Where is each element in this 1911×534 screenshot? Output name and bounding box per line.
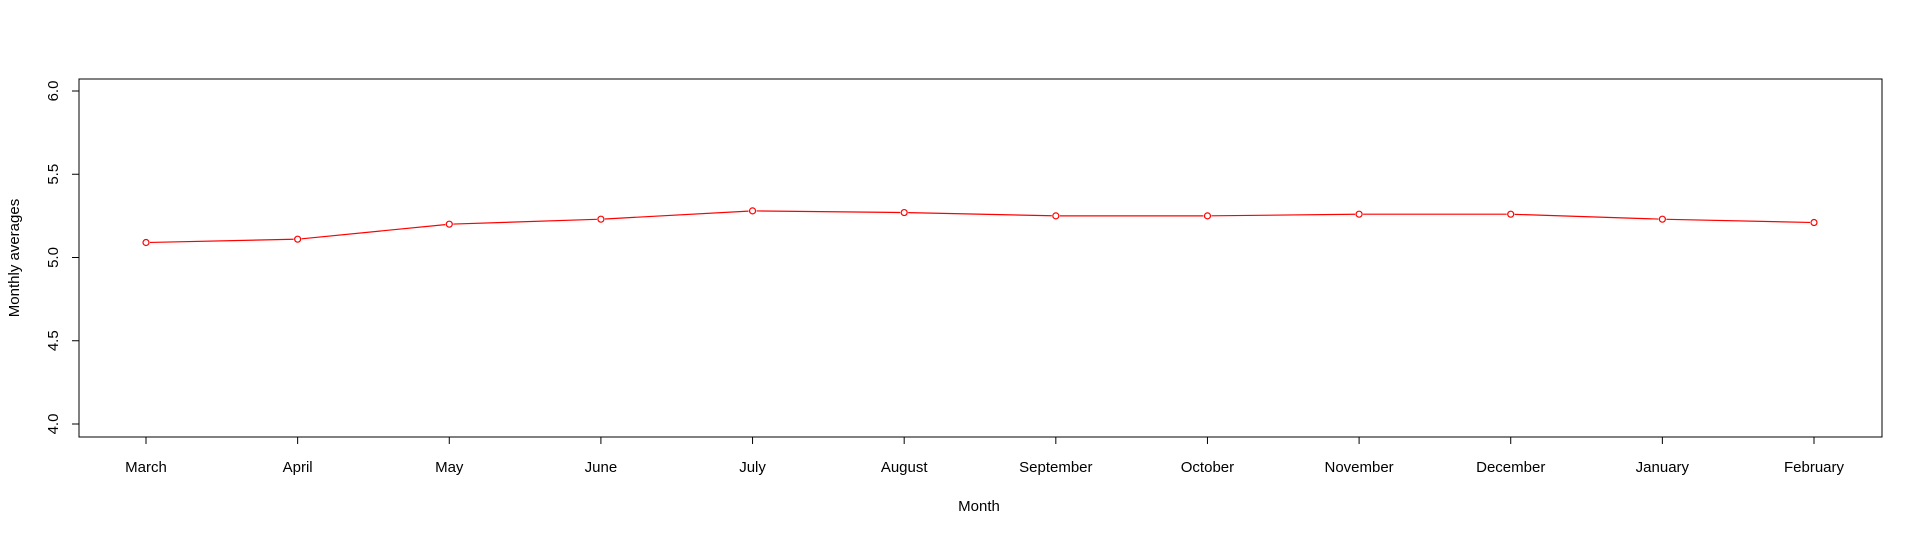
y-tick-label: 5.0 [45, 247, 62, 268]
data-point [1658, 215, 1666, 223]
x-tick-label: June [585, 459, 618, 476]
x-tick-label: February [1784, 459, 1845, 476]
y-tick-label: 5.5 [45, 164, 62, 185]
data-point [142, 238, 150, 247]
x-tick-label: October [1181, 459, 1234, 476]
x-tick-label: March [125, 459, 167, 476]
data-point [1203, 212, 1212, 220]
x-axis-title: Month [958, 498, 1000, 515]
x-tick-label: April [283, 459, 313, 476]
series-line-segment [453, 218, 597, 225]
y-tick-label: 6.0 [45, 81, 62, 102]
y-axis-ticks: 4.0 4.5 5.0 5.5 6.0 [45, 81, 79, 435]
data-point [748, 207, 757, 215]
series-line-segment [1211, 213, 1356, 217]
x-tick-label: January [1636, 459, 1690, 476]
data-point [1052, 212, 1060, 220]
x-tick-label: September [1019, 459, 1092, 476]
series-line-segment [1666, 218, 1811, 224]
x-tick-label: November [1324, 459, 1393, 476]
plot-area-box [78, 78, 1883, 438]
data-point [597, 215, 605, 223]
data-point [900, 208, 908, 217]
series-layer [142, 207, 1818, 247]
y-tick-label: 4.0 [45, 414, 62, 435]
series-line-segment [756, 210, 901, 214]
y-axis-title: Monthly averages [6, 199, 23, 317]
data-point [445, 220, 453, 228]
data-point [1355, 210, 1363, 218]
y-tick-label: 4.5 [45, 330, 62, 351]
x-tick-label: May [435, 459, 464, 476]
x-tick-label: July [739, 459, 766, 476]
x-tick-label: December [1476, 459, 1545, 476]
x-axis-ticks: March April May June July August September Octo… [125, 437, 1845, 476]
data-point [1810, 218, 1818, 227]
data-point [294, 235, 302, 243]
series-line-segment [1514, 213, 1659, 220]
data-point [1507, 210, 1515, 218]
x-tick-label: August [881, 459, 929, 476]
series-line-segment [149, 238, 294, 244]
series-line-segment [908, 212, 1052, 217]
series-line-segment [301, 223, 446, 240]
series-line-segment [604, 210, 749, 220]
